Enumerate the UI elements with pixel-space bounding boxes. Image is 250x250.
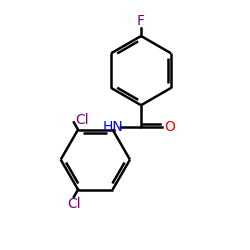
Text: Cl: Cl — [67, 197, 81, 211]
Text: HN: HN — [102, 120, 123, 134]
Text: Cl: Cl — [76, 113, 89, 127]
Text: O: O — [164, 120, 175, 134]
Text: F: F — [137, 14, 145, 28]
